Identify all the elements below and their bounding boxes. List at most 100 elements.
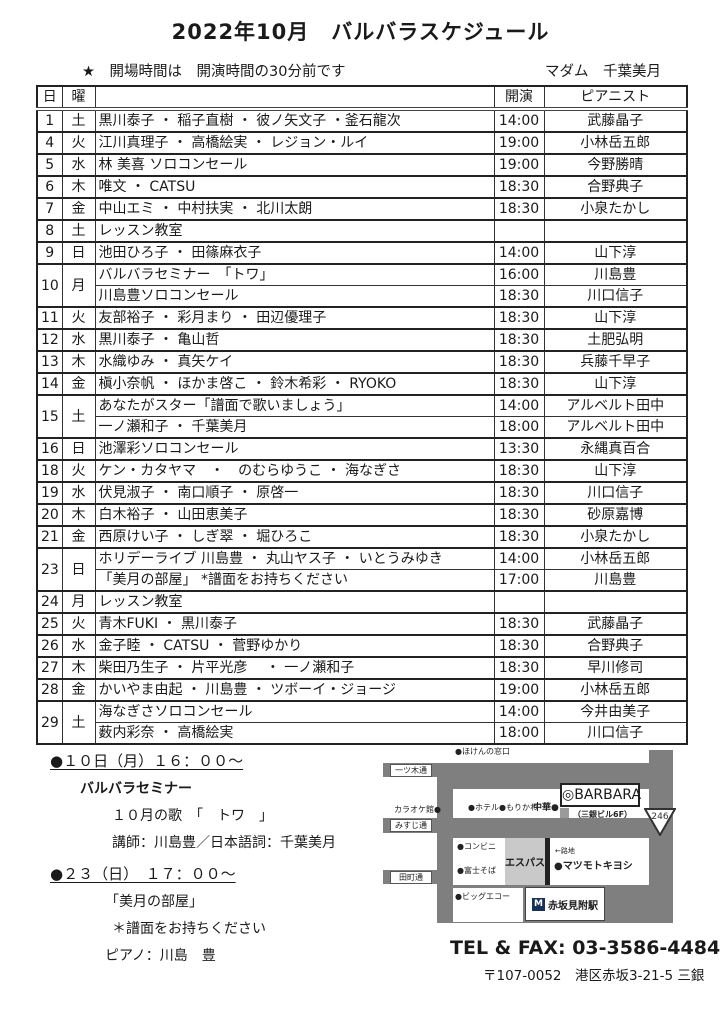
program-cell: 海なぎさソロコンセール: [94, 700, 495, 723]
map-label-conbini: ●コンビニ: [457, 842, 496, 851]
program-cell: 柴田乃生子 ・ 片平光彦 ・ 一ノ瀬和子: [94, 656, 495, 680]
announcement-mizuki-title: 「美月の部屋」: [105, 894, 203, 910]
schedule-row: 11 火友部裕子 ・ 彩月まり ・ 田辺優理子 18:30 山下淳: [36, 306, 688, 330]
date-cell: 25: [36, 612, 63, 636]
schedule-row: 12 水黒川泰子 ・ 亀山哲 18:30 土肥弘明: [36, 328, 688, 352]
pianist-cell: アルベルト田中: [543, 416, 688, 439]
program-cell: 槇小奈帆 ・ ほかま啓こ ・ 鈴木希彩 ・ RYOKO: [94, 372, 495, 396]
date-cell: 10: [36, 263, 63, 308]
weekday-cell: 金: [61, 372, 96, 396]
date-cell: 9: [36, 241, 63, 265]
pianist-cell: 武藤晶子: [543, 612, 688, 636]
pianist-cell: 早川修司: [543, 656, 688, 680]
program-cell: 西原けい子 ・ しぎ翠 ・ 堀ひろこ: [94, 525, 495, 549]
header-pianist: ピアニスト: [543, 85, 688, 111]
weekday-cell: 土: [61, 219, 96, 243]
weekday-cell: 木: [61, 350, 96, 374]
start-time-cell: 19:00: [493, 131, 545, 155]
pianist-cell: 合野典子: [543, 634, 688, 658]
map-gray-square: [560, 808, 569, 818]
date-cell: 29: [36, 700, 63, 745]
weekday-cell: 木: [61, 175, 96, 199]
program-cell: 川島豊ソロコンセール: [94, 285, 495, 308]
date-cell: 13: [36, 350, 63, 374]
date-cell: 21: [36, 525, 63, 549]
program-cell: 江川真理子 ・ 高橋絵実 ・ レジョン・ルイ: [94, 131, 495, 155]
start-time-cell: 14:00: [493, 547, 545, 570]
map-block-conbini-row: [453, 838, 649, 885]
date-cell: 24: [36, 590, 63, 614]
start-time-cell: 13:30: [493, 437, 545, 461]
program-cell: レッスン教室: [94, 219, 495, 243]
weekday-cell: 金: [61, 678, 96, 702]
program-cell: 池澤彩ソロコンセール: [94, 437, 495, 461]
weekday-cell: 火: [61, 612, 96, 636]
header-day: 曜: [61, 85, 96, 111]
map-label-roji: ←路地: [555, 847, 575, 855]
start-time-cell: 19:00: [493, 678, 545, 702]
weekday-cell: 水: [61, 153, 96, 177]
date-cell: 1: [36, 108, 63, 133]
start-time-cell: 18:30: [493, 612, 545, 636]
date-cell: 28: [36, 678, 63, 702]
map-label-karaoke: カラオケ館●: [394, 805, 441, 814]
start-time-cell: 18:30: [493, 634, 545, 658]
schedule-row: 29 土海なぎさソロコンセール 14:00 今井由美子: [36, 700, 688, 745]
schedule-row: 薮内彩奈 ・ 高橋絵実 18:00 川口信子: [37, 722, 688, 745]
start-time-cell: 18:30: [493, 372, 545, 396]
start-time-cell: 16:00: [493, 263, 545, 286]
date-cell: 8: [36, 219, 63, 243]
pianist-cell: 武藤晶子: [543, 108, 688, 133]
schedule-row: 21 金西原けい子 ・ しぎ翠 ・ 堀ひろこ 18:30 小泉たかし: [36, 525, 688, 549]
program-cell: ホリデーライブ 川島豊 ・ 丸山ヤス子 ・ いとうみゆき: [94, 547, 495, 570]
date-cell: 23: [36, 547, 63, 592]
pianist-cell: 小林岳五郎: [543, 678, 688, 702]
schedule-row: 28 金かいやま由起 ・ 川島豊 ・ ツボーイ・ジョージ 19:00 小林岳五郎: [36, 678, 688, 702]
map-block-bigecho: [453, 888, 523, 922]
announcement-seminar: ●１０日（月）１６：００～ バルバラセミナー １０月の歌 「 トワ 」 講師：川…: [50, 750, 336, 852]
map-label-bigecho: ●ビッグエコー: [455, 892, 510, 901]
weekday-cell: 土: [61, 394, 96, 439]
pianist-cell: 山下淳: [543, 241, 688, 265]
start-time-cell: 18:30: [493, 459, 545, 483]
pianist-cell: 川口信子: [543, 722, 688, 745]
pianist-cell: 山下淳: [543, 459, 688, 483]
weekday-cell: 日: [61, 241, 96, 265]
schedule-row: 川島豊ソロコンセール 18:30 川口信子: [37, 285, 688, 308]
weekday-cell: 水: [61, 328, 96, 352]
opening-time-note: ★ 開場時間は 開演時間の30分前です: [82, 64, 346, 80]
start-time-cell: 14:00: [493, 394, 545, 417]
start-time-cell: 18:30: [493, 525, 545, 549]
pianist-cell: [543, 590, 688, 614]
pianist-cell: 今野勝晴: [543, 153, 688, 177]
tel-fax-number: TEL & FAX: 03-3586-4484: [450, 937, 721, 959]
pianist-cell: 川口信子: [543, 285, 688, 308]
program-cell: 伏見淑子 ・ 南口順子 ・ 原啓一: [94, 481, 495, 505]
announcement-seminar-lecturer: 講師：川島豊／日本語詞：千葉美月: [112, 835, 336, 851]
map-label-hotel-morikawa: ●ホテル●もりかわ: [468, 803, 538, 812]
espace-label: エスパス: [505, 858, 545, 869]
pianist-cell: 今井由美子: [543, 700, 688, 723]
pianist-cell: 砂原嘉博: [543, 503, 688, 527]
date-cell: 4: [36, 131, 63, 155]
date-cell: 20: [36, 503, 63, 527]
table-header-row: 日 曜 開演 ピアニスト: [36, 85, 688, 111]
program-cell: 青木FUKI ・ 黒川泰子: [94, 612, 495, 636]
weekday-cell: 水: [61, 634, 96, 658]
start-time-cell: 14:00: [493, 241, 545, 265]
start-time-cell: [493, 219, 545, 243]
pianist-cell: 小泉たかし: [543, 197, 688, 221]
page-title: 2022年10月 バルバラスケジュール: [171, 20, 550, 44]
date-cell: 14: [36, 372, 63, 396]
schedule-row: 13 木水織ゆみ ・ 真矢ケイ 18:30 兵藤千早子: [36, 350, 688, 374]
pianist-cell: 川口信子: [543, 481, 688, 505]
schedule-row: 14 金槇小奈帆 ・ ほかま啓こ ・ 鈴木希彩 ・ RYOKO 18:30 山下淳: [36, 372, 688, 396]
schedule-row: 一ノ瀬和子 ・ 千葉美月 18:00 アルベルト田中: [37, 416, 688, 439]
date-cell: 19: [36, 481, 63, 505]
start-time-cell: 18:30: [493, 328, 545, 352]
pianist-cell: 小林岳五郎: [543, 131, 688, 155]
program-cell: 中山エミ ・ 中村扶実 ・ 北川太朗: [94, 197, 495, 221]
schedule-row: 15 土あなたがスター「譜面で歌いましょう」 14:00 アルベルト田中: [36, 394, 688, 439]
date-cell: 15: [36, 394, 63, 439]
weekday-cell: 火: [61, 131, 96, 155]
